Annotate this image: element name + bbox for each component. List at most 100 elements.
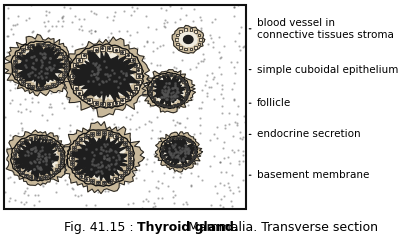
Point [76, 17, 83, 21]
Point [101, 180, 107, 184]
Point [68, 83, 74, 87]
Point [218, 198, 225, 201]
Point [226, 122, 232, 126]
Point [162, 158, 168, 162]
Point [124, 180, 130, 183]
Point [27, 137, 34, 141]
Point [62, 145, 68, 149]
Point [44, 118, 50, 122]
Point [170, 153, 177, 157]
Point [122, 72, 129, 75]
Point [232, 120, 239, 124]
Point [112, 134, 119, 138]
Point [211, 132, 217, 136]
Point [94, 54, 101, 58]
Point [83, 70, 89, 74]
Point [24, 149, 30, 153]
Point [22, 153, 29, 157]
Point [44, 78, 50, 82]
Point [27, 56, 34, 60]
Point [221, 194, 227, 198]
Point [24, 57, 30, 61]
Point [168, 95, 174, 99]
Point [15, 144, 22, 148]
Point [30, 66, 36, 70]
Point [15, 168, 22, 172]
Point [89, 162, 95, 166]
Point [92, 29, 98, 32]
Polygon shape [15, 45, 65, 88]
Bar [194, 46, 197, 48]
Bar [70, 74, 75, 78]
Point [184, 162, 190, 166]
Point [185, 146, 191, 150]
Point [196, 106, 202, 110]
Point [25, 72, 32, 75]
Point [229, 148, 236, 152]
Point [181, 151, 188, 155]
Point [47, 138, 53, 142]
Point [236, 159, 242, 163]
Bar [114, 101, 119, 105]
Point [94, 77, 101, 81]
Bar [72, 146, 76, 150]
Bar [189, 48, 192, 50]
Point [126, 127, 133, 131]
Point [74, 170, 80, 174]
Polygon shape [155, 78, 184, 104]
Point [209, 45, 216, 48]
Point [197, 28, 204, 32]
Point [79, 137, 86, 141]
Point [185, 85, 192, 89]
Point [30, 146, 37, 150]
Bar [151, 83, 154, 85]
Bar [166, 74, 168, 76]
Point [135, 68, 141, 72]
Point [167, 151, 174, 155]
Point [108, 31, 114, 35]
Bar [59, 152, 63, 155]
Point [34, 151, 41, 155]
Point [13, 22, 20, 26]
Point [94, 65, 101, 69]
Point [116, 29, 122, 33]
Point [212, 17, 219, 21]
Point [63, 64, 69, 68]
Point [19, 66, 26, 70]
Point [106, 47, 113, 50]
Polygon shape [165, 140, 193, 163]
Point [169, 86, 175, 90]
Point [184, 116, 190, 120]
Point [32, 145, 39, 149]
Point [2, 191, 8, 194]
Point [194, 154, 200, 158]
Point [178, 150, 185, 154]
Point [142, 162, 149, 166]
Point [173, 30, 180, 33]
Point [95, 180, 101, 184]
Point [112, 79, 119, 83]
Point [72, 170, 78, 174]
Point [112, 162, 118, 166]
Bar [185, 92, 188, 95]
Point [180, 156, 186, 160]
Point [71, 146, 77, 150]
Point [221, 140, 228, 144]
Point [149, 82, 155, 86]
Point [153, 100, 160, 104]
Bar [63, 69, 67, 72]
Point [120, 82, 127, 86]
Point [112, 81, 118, 84]
Point [84, 65, 90, 69]
Bar [51, 46, 55, 49]
Point [15, 109, 21, 113]
Polygon shape [78, 52, 134, 100]
Point [40, 86, 46, 90]
Point [148, 136, 154, 140]
Point [23, 200, 29, 204]
Point [19, 141, 25, 145]
Point [112, 158, 119, 162]
Point [31, 167, 38, 171]
Point [47, 173, 53, 177]
Point [12, 69, 19, 72]
